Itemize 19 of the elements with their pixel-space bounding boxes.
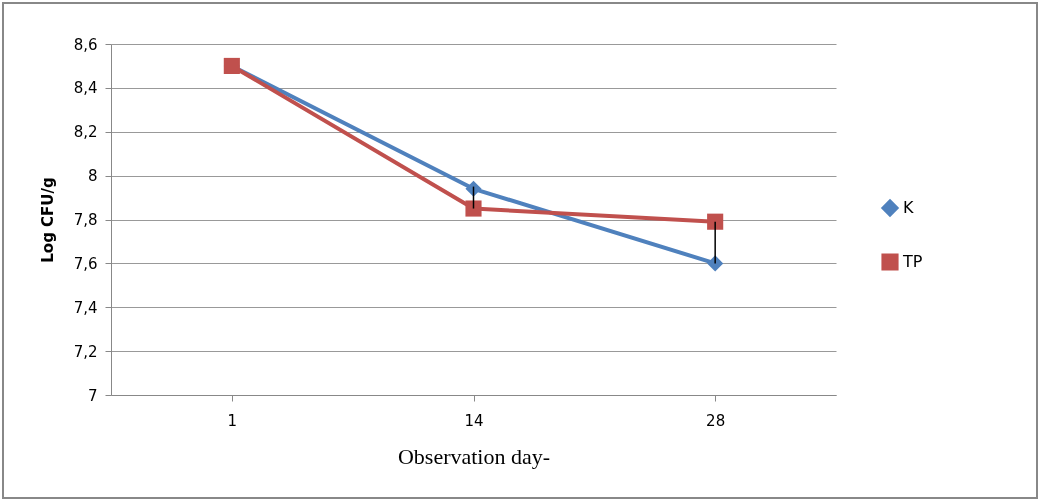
x-tick-label: 28: [706, 411, 726, 430]
y-tick-label: 7,6: [73, 254, 98, 273]
y-tick-label: 8: [87, 167, 98, 186]
y-tick-label: 8,6: [73, 35, 98, 54]
legend-label: TP: [902, 252, 923, 271]
x-tick-label: 14: [464, 411, 484, 430]
point: [465, 180, 482, 197]
x-tick-label: 1: [227, 411, 238, 430]
y-tick-label: 8,4: [73, 79, 98, 98]
x-axis-title: Observation day-: [397, 443, 551, 469]
point: [465, 200, 482, 217]
y-tick-label: 7,4: [73, 298, 98, 317]
legend-label: K: [903, 198, 914, 217]
y-tick-label: 7: [87, 386, 98, 405]
y-tick-label: 7,8: [73, 211, 98, 229]
y-tick-label: 8,2: [73, 123, 98, 142]
y-tick-label: 7,2: [73, 342, 98, 361]
point: [707, 213, 724, 230]
y-axis-title: Log CFU/g: [38, 177, 57, 263]
